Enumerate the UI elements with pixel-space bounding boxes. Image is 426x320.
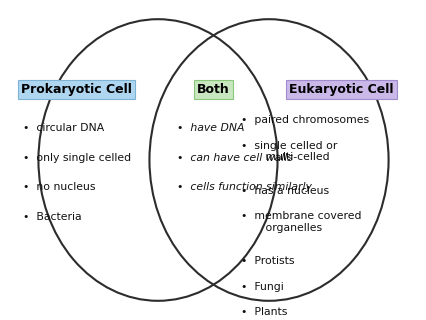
Text: Both: Both [197, 83, 229, 96]
Text: •  Bacteria: • Bacteria [23, 212, 82, 221]
Text: •  circular DNA: • circular DNA [23, 123, 104, 133]
Text: •  Fungi: • Fungi [241, 282, 283, 292]
Text: •  has a nucleus: • has a nucleus [241, 186, 328, 196]
Text: •  Plants: • Plants [241, 307, 287, 317]
Text: •  paired chromosomes: • paired chromosomes [241, 115, 368, 125]
Text: •  cells function similarly: • cells function similarly [177, 182, 311, 192]
Text: •  Protists: • Protists [241, 256, 294, 266]
Text: •  single celled or
       multi-celled: • single celled or multi-celled [241, 141, 337, 162]
Text: •  no nucleus: • no nucleus [23, 182, 96, 192]
Text: •  membrane covered
       organelles: • membrane covered organelles [241, 211, 361, 233]
Text: Eukaryotic Cell: Eukaryotic Cell [289, 83, 393, 96]
Text: •  can have cell walls: • can have cell walls [177, 153, 292, 163]
Text: •  have DNA: • have DNA [177, 123, 244, 133]
Text: Prokaryotic Cell: Prokaryotic Cell [21, 83, 132, 96]
Text: •  only single celled: • only single celled [23, 153, 131, 163]
